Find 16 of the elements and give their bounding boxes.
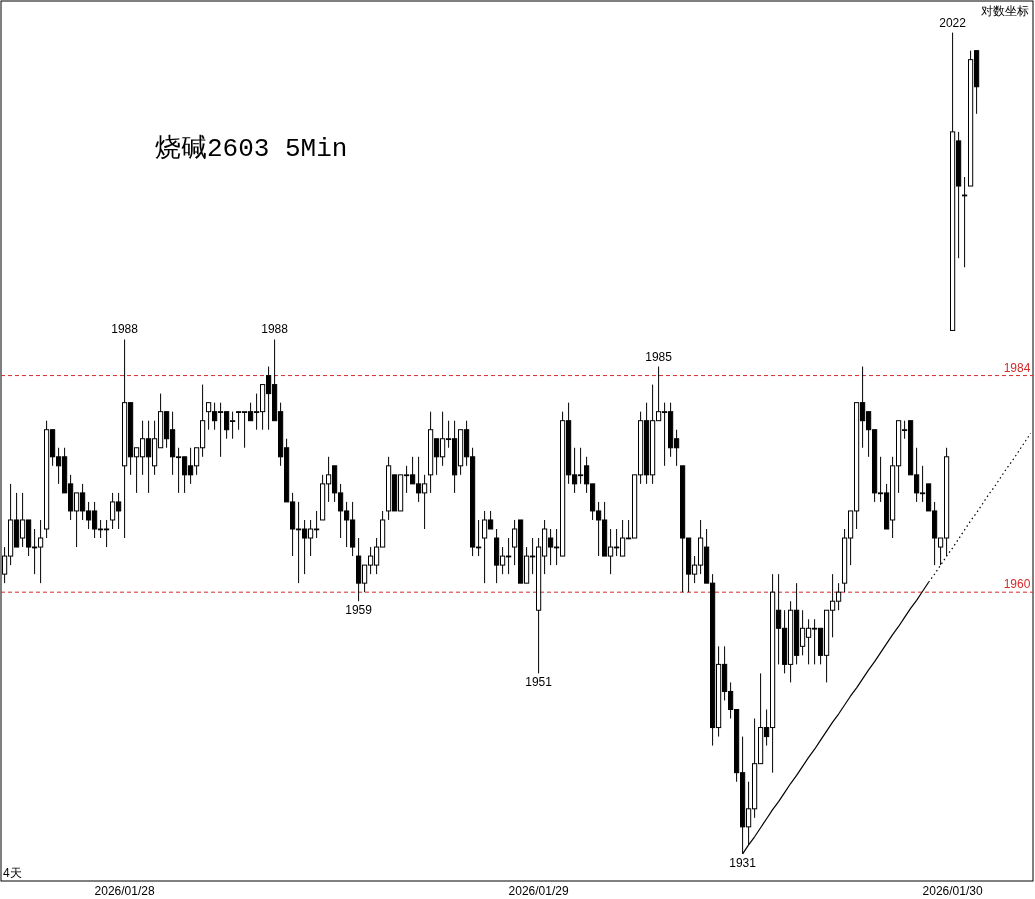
text: 1985 <box>645 349 672 364</box>
x-tick-label: 2026/01/28 <box>94 884 155 898</box>
ref-line-label: 1984 <box>1003 360 1031 375</box>
text: 1959 <box>345 603 372 618</box>
text: 1951 <box>525 675 552 690</box>
annotation: 4天 <box>3 866 22 880</box>
annotation: 对数坐标 <box>981 4 1029 18</box>
candlestick <box>962 176 968 268</box>
text: 1988 <box>261 322 288 337</box>
text: 2022 <box>939 15 966 30</box>
x-tick-label: 2026/01/30 <box>922 884 983 898</box>
x-tick-label: 2026/01/29 <box>508 884 569 898</box>
ref-line-label: 1960 <box>1003 577 1031 592</box>
text: 1931 <box>729 855 756 870</box>
text: 烧碱2603 5Min <box>155 134 348 164</box>
text: 1988 <box>111 322 138 337</box>
